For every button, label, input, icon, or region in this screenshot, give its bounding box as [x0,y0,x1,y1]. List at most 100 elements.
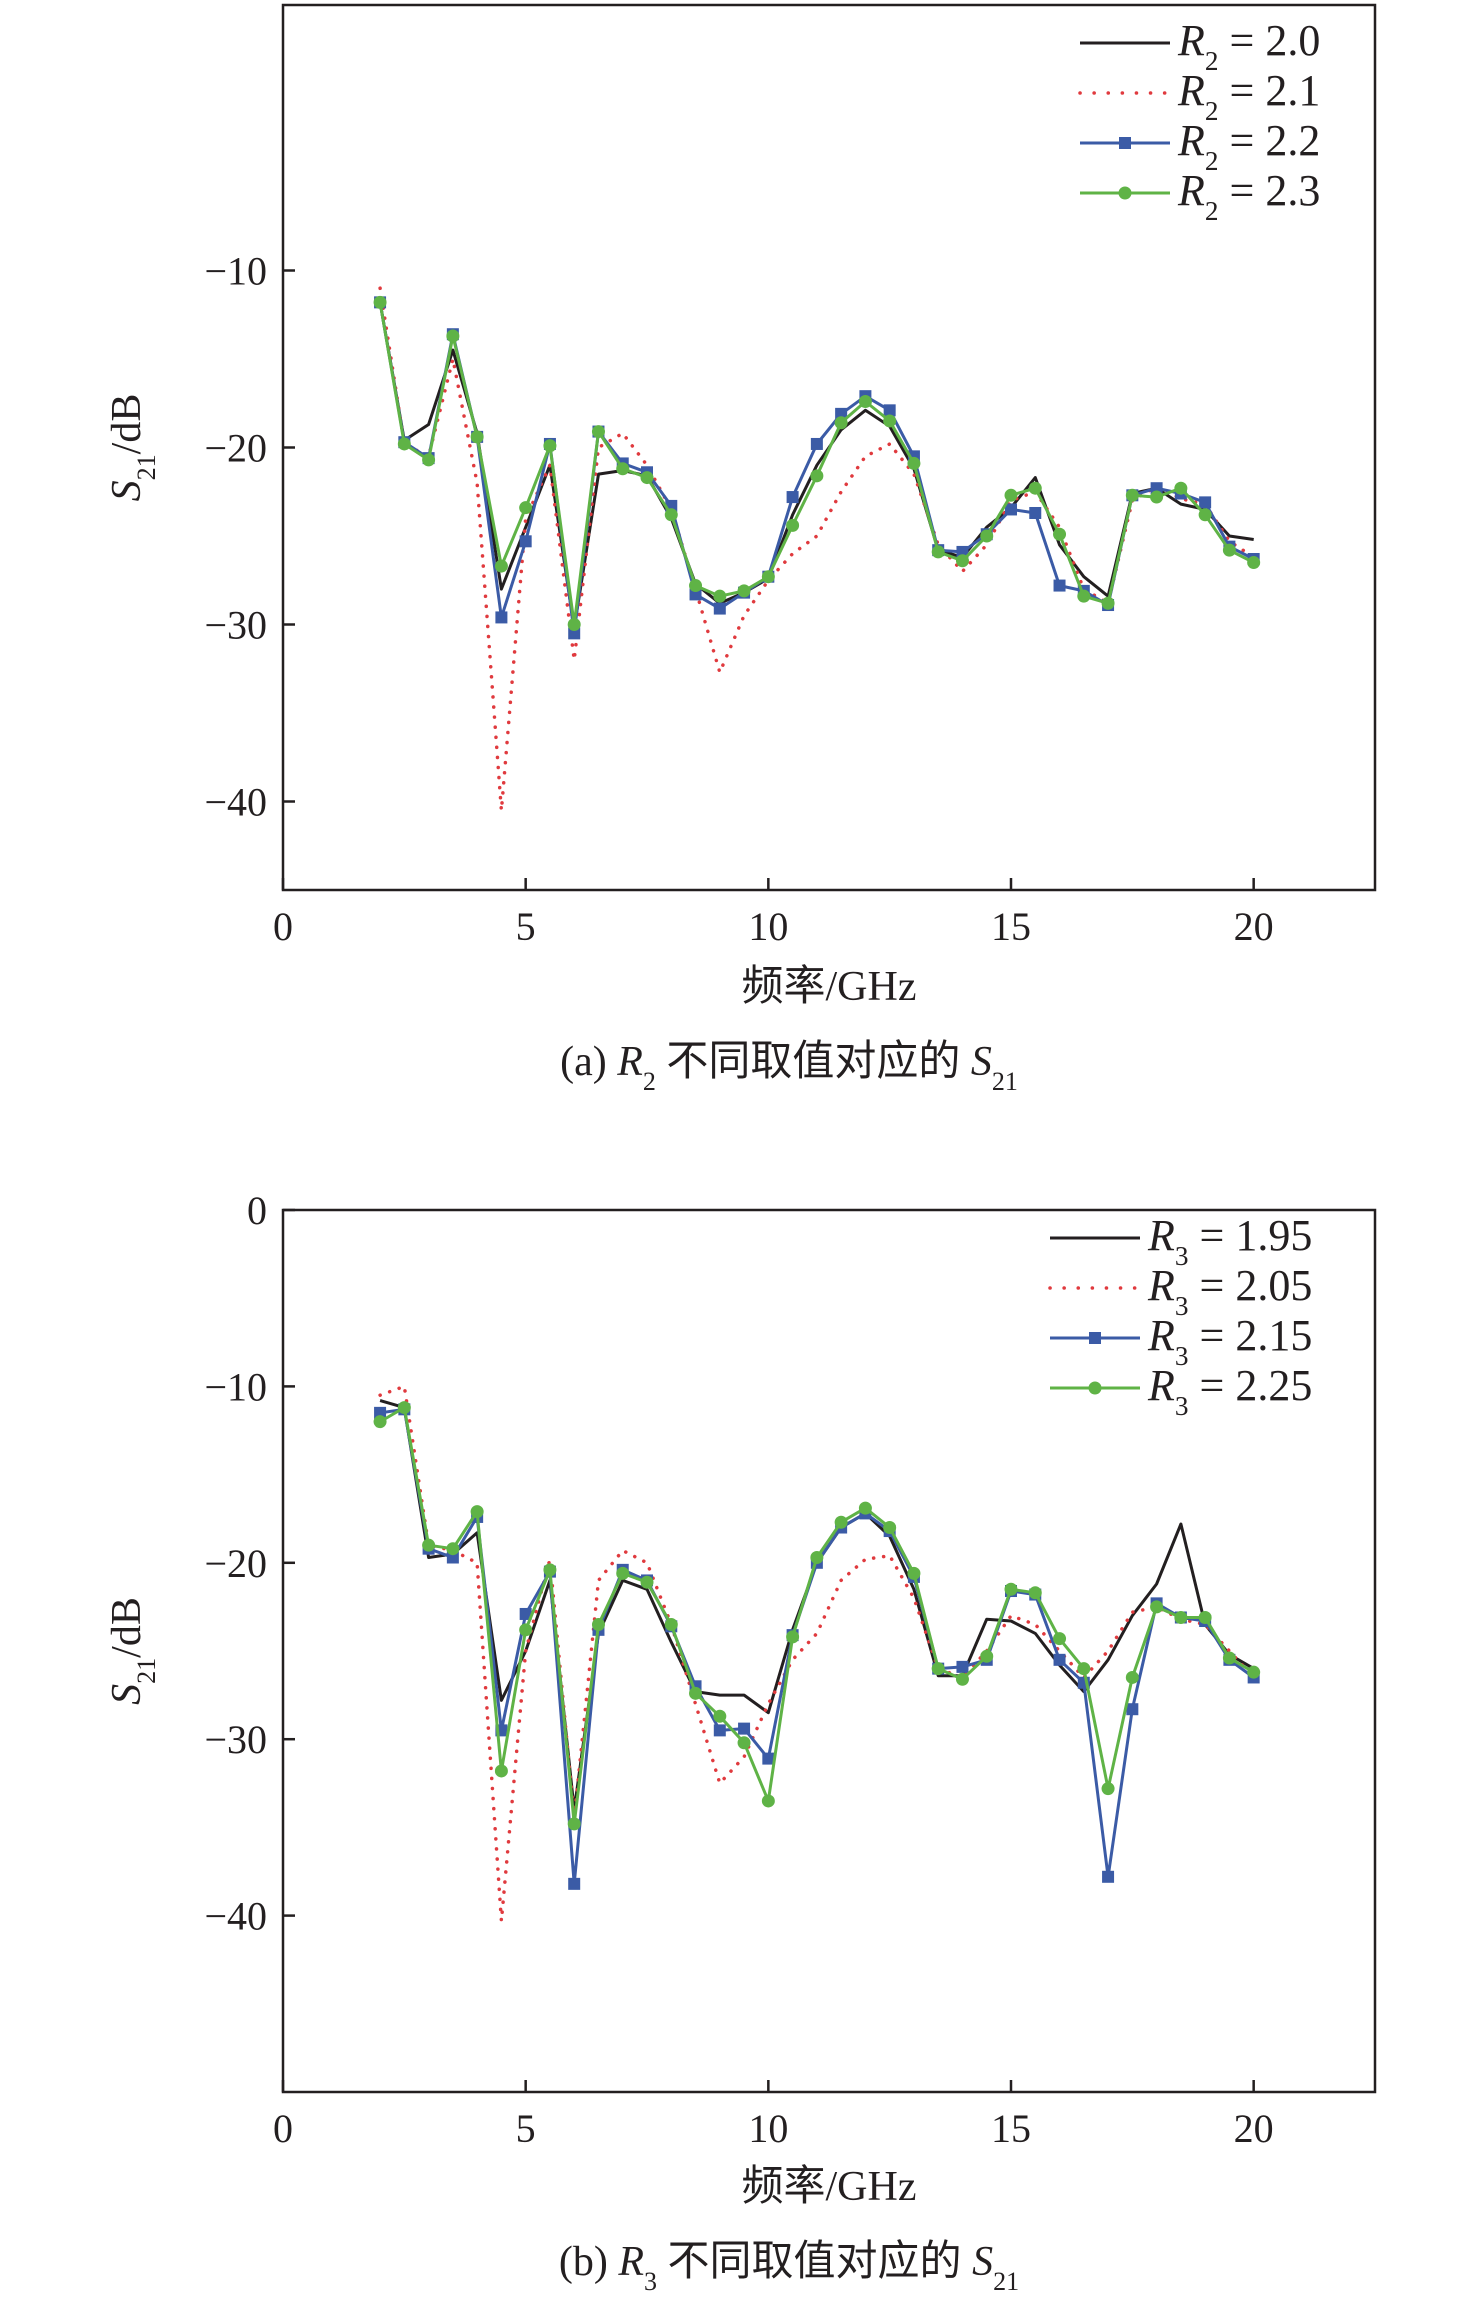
legend-marker [1118,186,1132,200]
data-point [640,471,654,485]
data-point [1150,490,1164,504]
data-point [689,588,702,601]
data-point [446,329,460,343]
data-point [955,554,969,568]
data-point [713,1724,726,1737]
data-point [931,545,945,559]
data-point [446,1542,460,1556]
data-point [664,1618,678,1632]
data-point [616,462,630,476]
x-tick-label: 5 [516,2106,536,2151]
data-point [1247,1665,1261,1679]
legend-label: R3 = 2.25 [1147,1361,1312,1421]
data-point [786,491,799,504]
data-point [1004,488,1018,502]
data-point [1198,508,1212,522]
data-point [1028,1586,1042,1600]
data-point [1077,589,1091,603]
x-tick-label: 5 [516,904,536,949]
series-line [378,302,1254,630]
data-point [591,1618,605,1632]
data-point [1029,506,1042,519]
data-point [980,1649,994,1663]
data-point [1126,1703,1139,1716]
data-point [761,1794,775,1808]
data-point [567,1817,581,1831]
data-point [761,570,775,584]
data-point [1053,527,1067,541]
data-point [1222,1651,1236,1665]
legend-label: R2 = 2.0 [1177,16,1320,76]
legend-label: R3 = 2.05 [1147,1261,1312,1321]
data-point [1222,543,1236,557]
data-point [1247,556,1261,570]
legend-marker [1088,1381,1102,1395]
data-point [762,1752,775,1765]
data-point [786,1630,800,1644]
legend-marker [1119,137,1131,149]
data-point [834,1515,848,1529]
chart-a: 0 5 10 15 20 −40 −30 −20 −10 频率/GHz S21/dB (a) R2 不… [104,3,1377,1096]
series-R3-2-15 [374,1403,1260,1890]
data-point [1101,1782,1115,1796]
y-tick-label: 0 [247,1188,267,1233]
data-point [956,545,969,558]
data-point [980,529,994,543]
data-point [1199,496,1212,509]
series-line [378,1384,1256,1923]
data-point [810,469,824,483]
data-point [1174,481,1188,495]
series-R3-2-25 [373,1401,1261,1831]
legend-label: R2 = 2.2 [1177,116,1320,176]
series-R3-2-05 [378,1384,1256,1923]
data-point [738,1722,751,1735]
data-point [494,1764,508,1778]
data-point [1198,1610,1212,1624]
data-point [470,1505,484,1519]
data-point [713,1709,727,1723]
legend-entry: R2 = 2.3 [1080,166,1320,226]
x-tick-label: 10 [748,2106,788,2151]
data-point [1101,596,1115,610]
data-point [495,611,508,624]
data-point [1125,488,1139,502]
data-point [373,295,387,309]
data-point [567,618,581,631]
data-point [931,1662,945,1676]
legend-entry: R3 = 1.95 [1050,1211,1312,1271]
data-point [519,501,533,515]
data-point [713,602,726,615]
data-point [591,425,605,439]
data-point [494,559,508,573]
data-point [1004,1582,1018,1596]
x-tick-label: 15 [991,904,1031,949]
legend-entry: R3 = 2.25 [1050,1361,1312,1421]
data-point [883,414,897,428]
chart-caption: (b) R3 不同取值对应的 S21 [559,2238,1019,2296]
x-axis-label: 频率/GHz [742,2163,917,2210]
data-point [1077,1662,1091,1676]
data-point [470,430,484,444]
data-point [810,437,823,450]
data-point [1174,1610,1188,1624]
legend-entry: R2 = 2.2 [1080,116,1320,176]
data-point [568,627,581,640]
data-point [664,508,678,522]
data-point [397,437,411,451]
data-point [422,453,436,467]
legend-entry: R3 = 2.05 [1048,1261,1312,1321]
x-tick-label: 20 [1234,2106,1274,2151]
x-axis-label: 频率/GHz [742,963,917,1010]
legend-entry: R3 = 2.15 [1050,1311,1312,1371]
data-point [568,1877,581,1890]
data-point [1053,1653,1066,1666]
data-point [422,1538,436,1552]
data-point [1125,1670,1139,1684]
data-point [519,1623,533,1637]
data-point [835,407,848,420]
data-point [907,1566,921,1580]
series-R2-2-0 [378,302,1254,630]
y-axis-label: S21/dB [104,1597,161,1705]
data-point [1053,1632,1067,1646]
